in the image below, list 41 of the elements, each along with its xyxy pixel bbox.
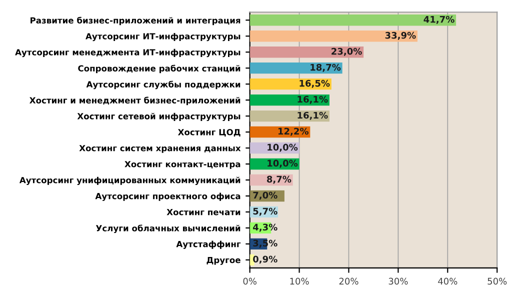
y-tick-label: Хостинг сетевой инфраструктуры [77,112,240,122]
x-tick-label: 30% [388,278,408,285]
y-tick-label: Хостинг печати [166,209,240,216]
x-tick-label: 0% [243,278,256,285]
x-tick-label: 50% [488,278,507,285]
y-tick-label: Другое [206,256,240,265]
bar [250,30,418,42]
bar [250,62,342,74]
y-tick-label: Аутстаффинг [176,240,241,249]
y-tick-label: Аутсорсинг проектного офиса [95,192,240,201]
data-label: 18,7% [310,64,341,72]
y-tick-label: Аутсорсинг службы поддержки [86,80,240,90]
y-tick-label: Хостинг ЦОД [178,129,240,136]
y-tick-label: Аутсорсинг ИТ-инфраструктуры [86,32,240,42]
x-tick-label: 40% [438,278,458,285]
bar [250,46,364,58]
y-tick-label: Развитие бизнес-приложений и интеграция [30,16,240,26]
data-label: 33,9% [385,32,416,40]
data-label: 0,9% [253,256,278,264]
y-tick-label: Услуги облачных вычислений [96,224,240,234]
data-label: 12,2% [278,128,308,136]
data-label: 16,1% [298,112,328,120]
y-tick-label: Хостинг контакт-центра [124,161,240,169]
y-tick-label: Аутсорсинг унифицированных коммуникаций [19,176,240,185]
y-tick-label: Хостинг и менеджмент бизнес-приложений [30,96,240,106]
data-label: 10,0% [268,160,298,168]
data-label: 41,7% [424,16,454,24]
y-tick-label: Хостинг систем хранения данных [79,145,241,153]
data-label: 5,7% [253,208,278,216]
data-label: 16,5% [300,80,330,88]
x-tick-label: 10% [290,278,309,285]
data-label: 4,3% [253,224,278,232]
data-label: 16,1% [298,96,328,104]
y-tick-label: Аутсорсинг менеджмента ИТ-инфраструктуры [15,48,240,58]
y-tick-label: Сопровождение рабочих станций [78,64,240,74]
data-label: 10,0% [268,144,298,152]
data-label: 8,7% [266,176,292,184]
bar [250,14,456,26]
data-label: 23,0% [332,48,362,56]
data-label: 7,0% [253,192,278,200]
x-tick-label: 20% [339,278,358,285]
